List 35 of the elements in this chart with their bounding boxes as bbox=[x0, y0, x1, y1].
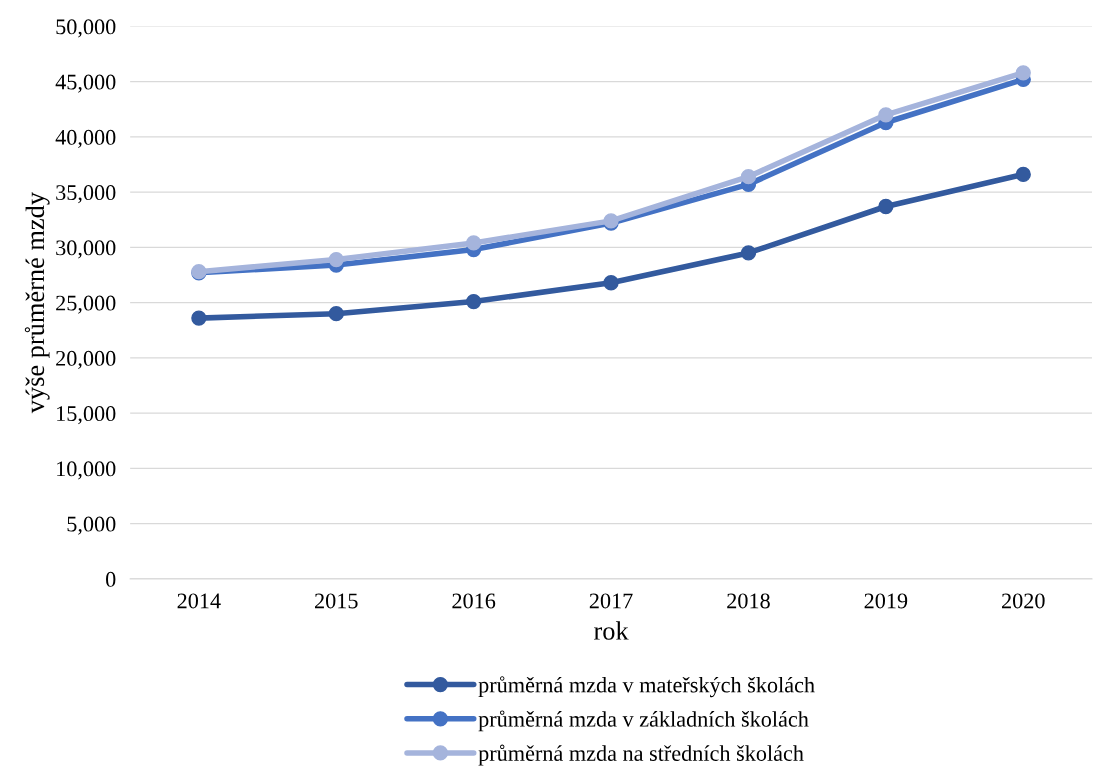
y-tick-label: 15,000 bbox=[57, 406, 116, 425]
x-tick-label: 2017 bbox=[589, 593, 633, 609]
y-tick-label: 0 bbox=[106, 571, 116, 587]
y-tick-label: 35,000 bbox=[56, 185, 116, 204]
point bbox=[466, 293, 482, 310]
y-tick-label: 10,000 bbox=[57, 461, 116, 480]
x-tick-label: 2014 bbox=[177, 593, 221, 609]
point bbox=[878, 107, 894, 123]
y-tick-label: 30,000 bbox=[56, 240, 116, 259]
y-tick-label: 25,000 bbox=[56, 295, 116, 314]
y-axis-title: výše průměrné mzdy bbox=[24, 192, 50, 414]
point bbox=[466, 235, 482, 251]
point bbox=[878, 198, 894, 215]
point bbox=[191, 310, 207, 326]
point bbox=[1015, 65, 1031, 81]
y-tick-label: 5,000 bbox=[67, 516, 116, 535]
point bbox=[328, 251, 344, 268]
x-tick-label: 2020 bbox=[1002, 593, 1045, 609]
point bbox=[328, 306, 344, 322]
y-tick-label: 40,000 bbox=[55, 129, 116, 149]
x-tick-label: 2016 bbox=[452, 593, 496, 609]
point bbox=[1015, 166, 1031, 183]
x-tick-label: 2019 bbox=[864, 593, 908, 609]
y-tick-label: 45,000 bbox=[55, 74, 116, 93]
legend-label: průměrná mzda na středních školách bbox=[478, 744, 804, 766]
y-tick-label: 20,000 bbox=[56, 350, 116, 370]
y-tick-label: 50,000 bbox=[56, 19, 116, 38]
legend-label: průměrná mzda v základních školách bbox=[478, 710, 809, 732]
x-axis-title: rok bbox=[594, 621, 629, 640]
legend-label: průměrná mzda v mateřských školách bbox=[478, 676, 815, 698]
point bbox=[740, 245, 757, 261]
x-tick-label: 2018 bbox=[727, 593, 770, 609]
x-tick-label: 2015 bbox=[315, 593, 358, 609]
point bbox=[740, 169, 757, 185]
point bbox=[603, 275, 619, 291]
